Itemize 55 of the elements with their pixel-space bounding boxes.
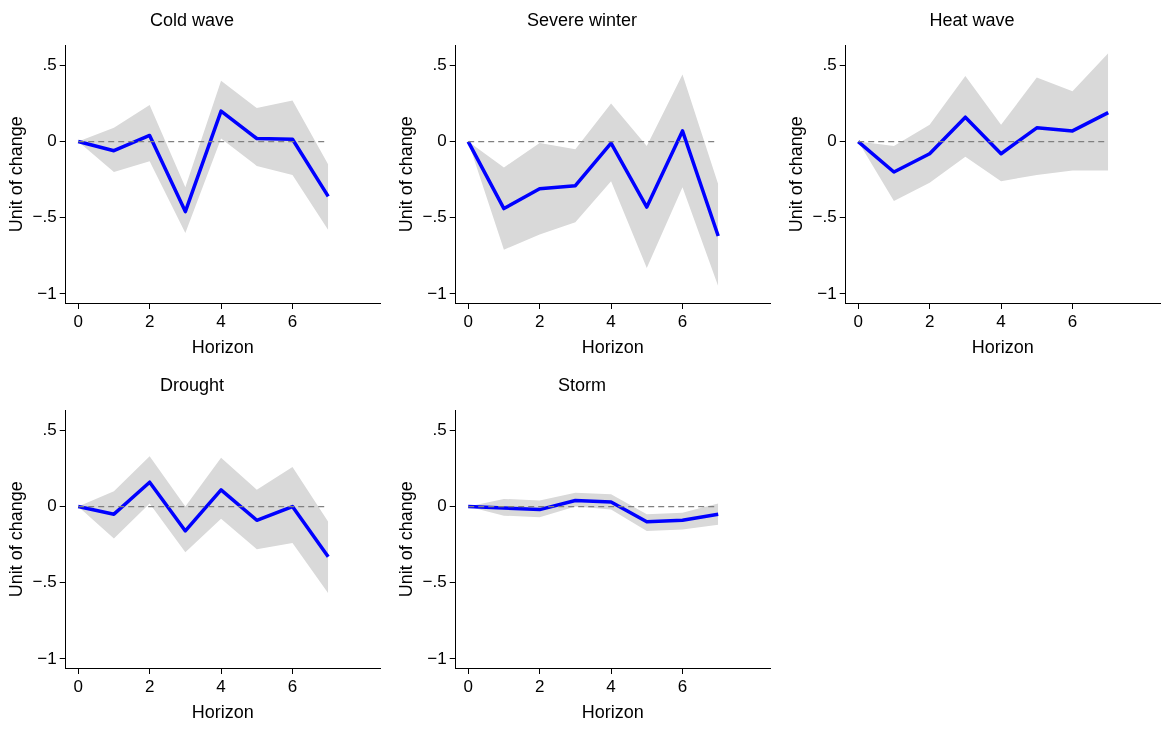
y-tick-label: −1 — [427, 648, 447, 668]
y-tick-label: −.5 — [422, 572, 447, 592]
y-tick-label: .5 — [432, 420, 447, 440]
y-tick-label: −1 — [817, 283, 837, 303]
y-tick-label: 0 — [47, 131, 57, 151]
y-tick-label: .5 — [42, 55, 57, 75]
y-tick-label: −.5 — [422, 207, 447, 227]
x-tick-label: 4 — [216, 311, 226, 331]
y-tick-label: −.5 — [812, 207, 837, 227]
y-tick-label: −.5 — [32, 572, 57, 592]
x-tick-label: 4 — [606, 676, 616, 696]
x-tick-label: 0 — [853, 311, 863, 331]
y-axis-title: Unit of change — [785, 116, 806, 233]
x-tick-label: 0 — [73, 676, 83, 696]
y-axis-title: Unit of change — [395, 116, 416, 233]
x-tick-label: 0 — [463, 676, 473, 696]
y-tick-label: −.5 — [32, 207, 57, 227]
x-tick-label: 2 — [144, 311, 155, 331]
chart-title: Cold wave — [149, 9, 235, 30]
x-tick-label: 0 — [73, 311, 83, 331]
chart-title: Drought — [159, 374, 225, 395]
x-tick-label: 6 — [1067, 311, 1078, 331]
y-axis-title: Unit of change — [395, 481, 416, 598]
chart-title: Storm — [557, 374, 607, 395]
y-tick-label: .5 — [822, 55, 837, 75]
x-tick-label: 4 — [216, 676, 226, 696]
x-tick-label: 0 — [463, 311, 473, 331]
x-tick-label: 2 — [924, 311, 935, 331]
x-tick-label: 6 — [287, 676, 298, 696]
x-tick-label: 6 — [287, 311, 298, 331]
x-tick-label: 2 — [144, 676, 155, 696]
y-tick-label: −1 — [427, 283, 447, 303]
x-tick-label: 6 — [677, 311, 688, 331]
x-axis-title: Horizon — [191, 702, 254, 723]
x-axis-title: Horizon — [581, 702, 644, 723]
x-tick-label: 2 — [534, 676, 545, 696]
y-axis-title: Unit of change — [5, 116, 26, 233]
y-tick-label: 0 — [827, 131, 837, 151]
y-tick-label: 0 — [437, 131, 447, 151]
y-tick-label: −1 — [37, 648, 57, 668]
y-axis-title: Unit of change — [5, 481, 26, 598]
x-tick-label: 6 — [677, 676, 688, 696]
y-tick-label: −1 — [37, 283, 57, 303]
y-tick-label: .5 — [432, 55, 447, 75]
x-tick-label: 4 — [996, 311, 1006, 331]
x-tick-label: 2 — [534, 311, 545, 331]
y-tick-label: .5 — [42, 420, 57, 440]
x-axis-title: Horizon — [581, 337, 644, 358]
x-tick-label: 4 — [606, 311, 616, 331]
y-tick-label: 0 — [437, 496, 447, 516]
chart-title: Heat wave — [929, 9, 1015, 30]
x-axis-title: Horizon — [971, 337, 1034, 358]
chart-title: Severe winter — [526, 9, 638, 30]
x-axis-title: Horizon — [191, 337, 254, 358]
y-tick-label: 0 — [47, 496, 57, 516]
